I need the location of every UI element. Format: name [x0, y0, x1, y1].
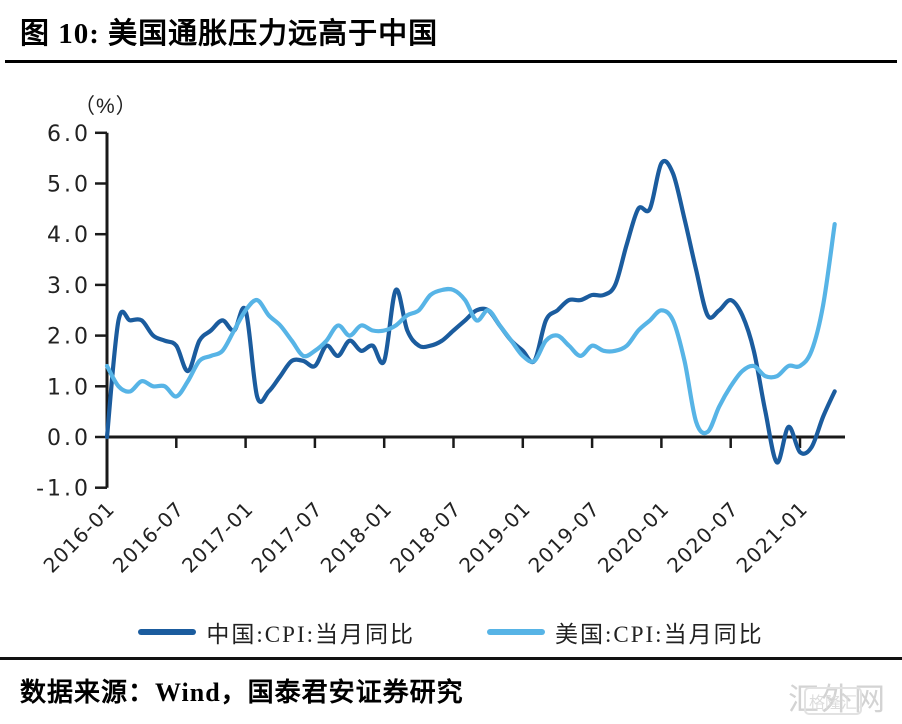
legend-label-china: 中国:CPI:当月同比 [206, 622, 415, 647]
watermark: 汇外网 格隆汇 [788, 674, 898, 718]
x-tick-label: 2016-01 [39, 497, 120, 578]
x-tick-label: 2020-07 [662, 497, 743, 578]
series-line-china [104, 158, 837, 465]
legend-item-china-cpi: 中国:CPI:当月同比 [138, 615, 415, 649]
x-tick-label: 2017-07 [246, 497, 327, 578]
y-tick-label: 6.0 [47, 122, 91, 147]
y-tick-label: -1.0 [36, 477, 91, 502]
y-tick-label: 0.0 [47, 426, 91, 451]
cpi-line-chart: 6.05.04.03.02.01.00.0-1.02016-012016-072… [36, 122, 845, 578]
legend-swatch-us [487, 629, 545, 635]
x-tick-label: 2019-01 [454, 497, 535, 578]
x-tick-label: 2018-01 [316, 497, 397, 578]
figure-title: 图 10: 美国通胀压力远高于中国 [20, 18, 439, 50]
y-tick-label: 2.0 [47, 325, 91, 350]
legend-label-us: 美国:CPI:当月同比 [555, 622, 764, 647]
x-tick-label: 2020-01 [593, 497, 674, 578]
footer-divider [0, 657, 902, 660]
series-line-us [104, 222, 837, 436]
y-tick-label: 1.0 [47, 375, 91, 400]
watermark-secondary-badge: 格隆汇 [804, 687, 863, 715]
y-axis-unit-label: （%） [74, 95, 138, 118]
legend-item-us-cpi: 美国:CPI:当月同比 [487, 615, 764, 649]
x-tick-label: 2019-07 [524, 497, 605, 578]
x-tick-label: 2016-07 [108, 497, 189, 578]
x-tick-label: 2017-01 [177, 497, 258, 578]
data-source-note: 数据来源：Wind，国泰君安证券研究 [20, 678, 464, 707]
x-tick-label: 2018-07 [385, 497, 466, 578]
x-tick-label: 2021-01 [732, 497, 813, 578]
y-tick-label: 3.0 [47, 274, 91, 299]
title-divider [5, 60, 897, 63]
chart-legend: 中国:CPI:当月同比 美国:CPI:当月同比 [0, 615, 902, 649]
y-tick-label: 4.0 [47, 223, 91, 248]
legend-swatch-china [138, 629, 197, 635]
y-tick-label: 5.0 [47, 173, 91, 198]
